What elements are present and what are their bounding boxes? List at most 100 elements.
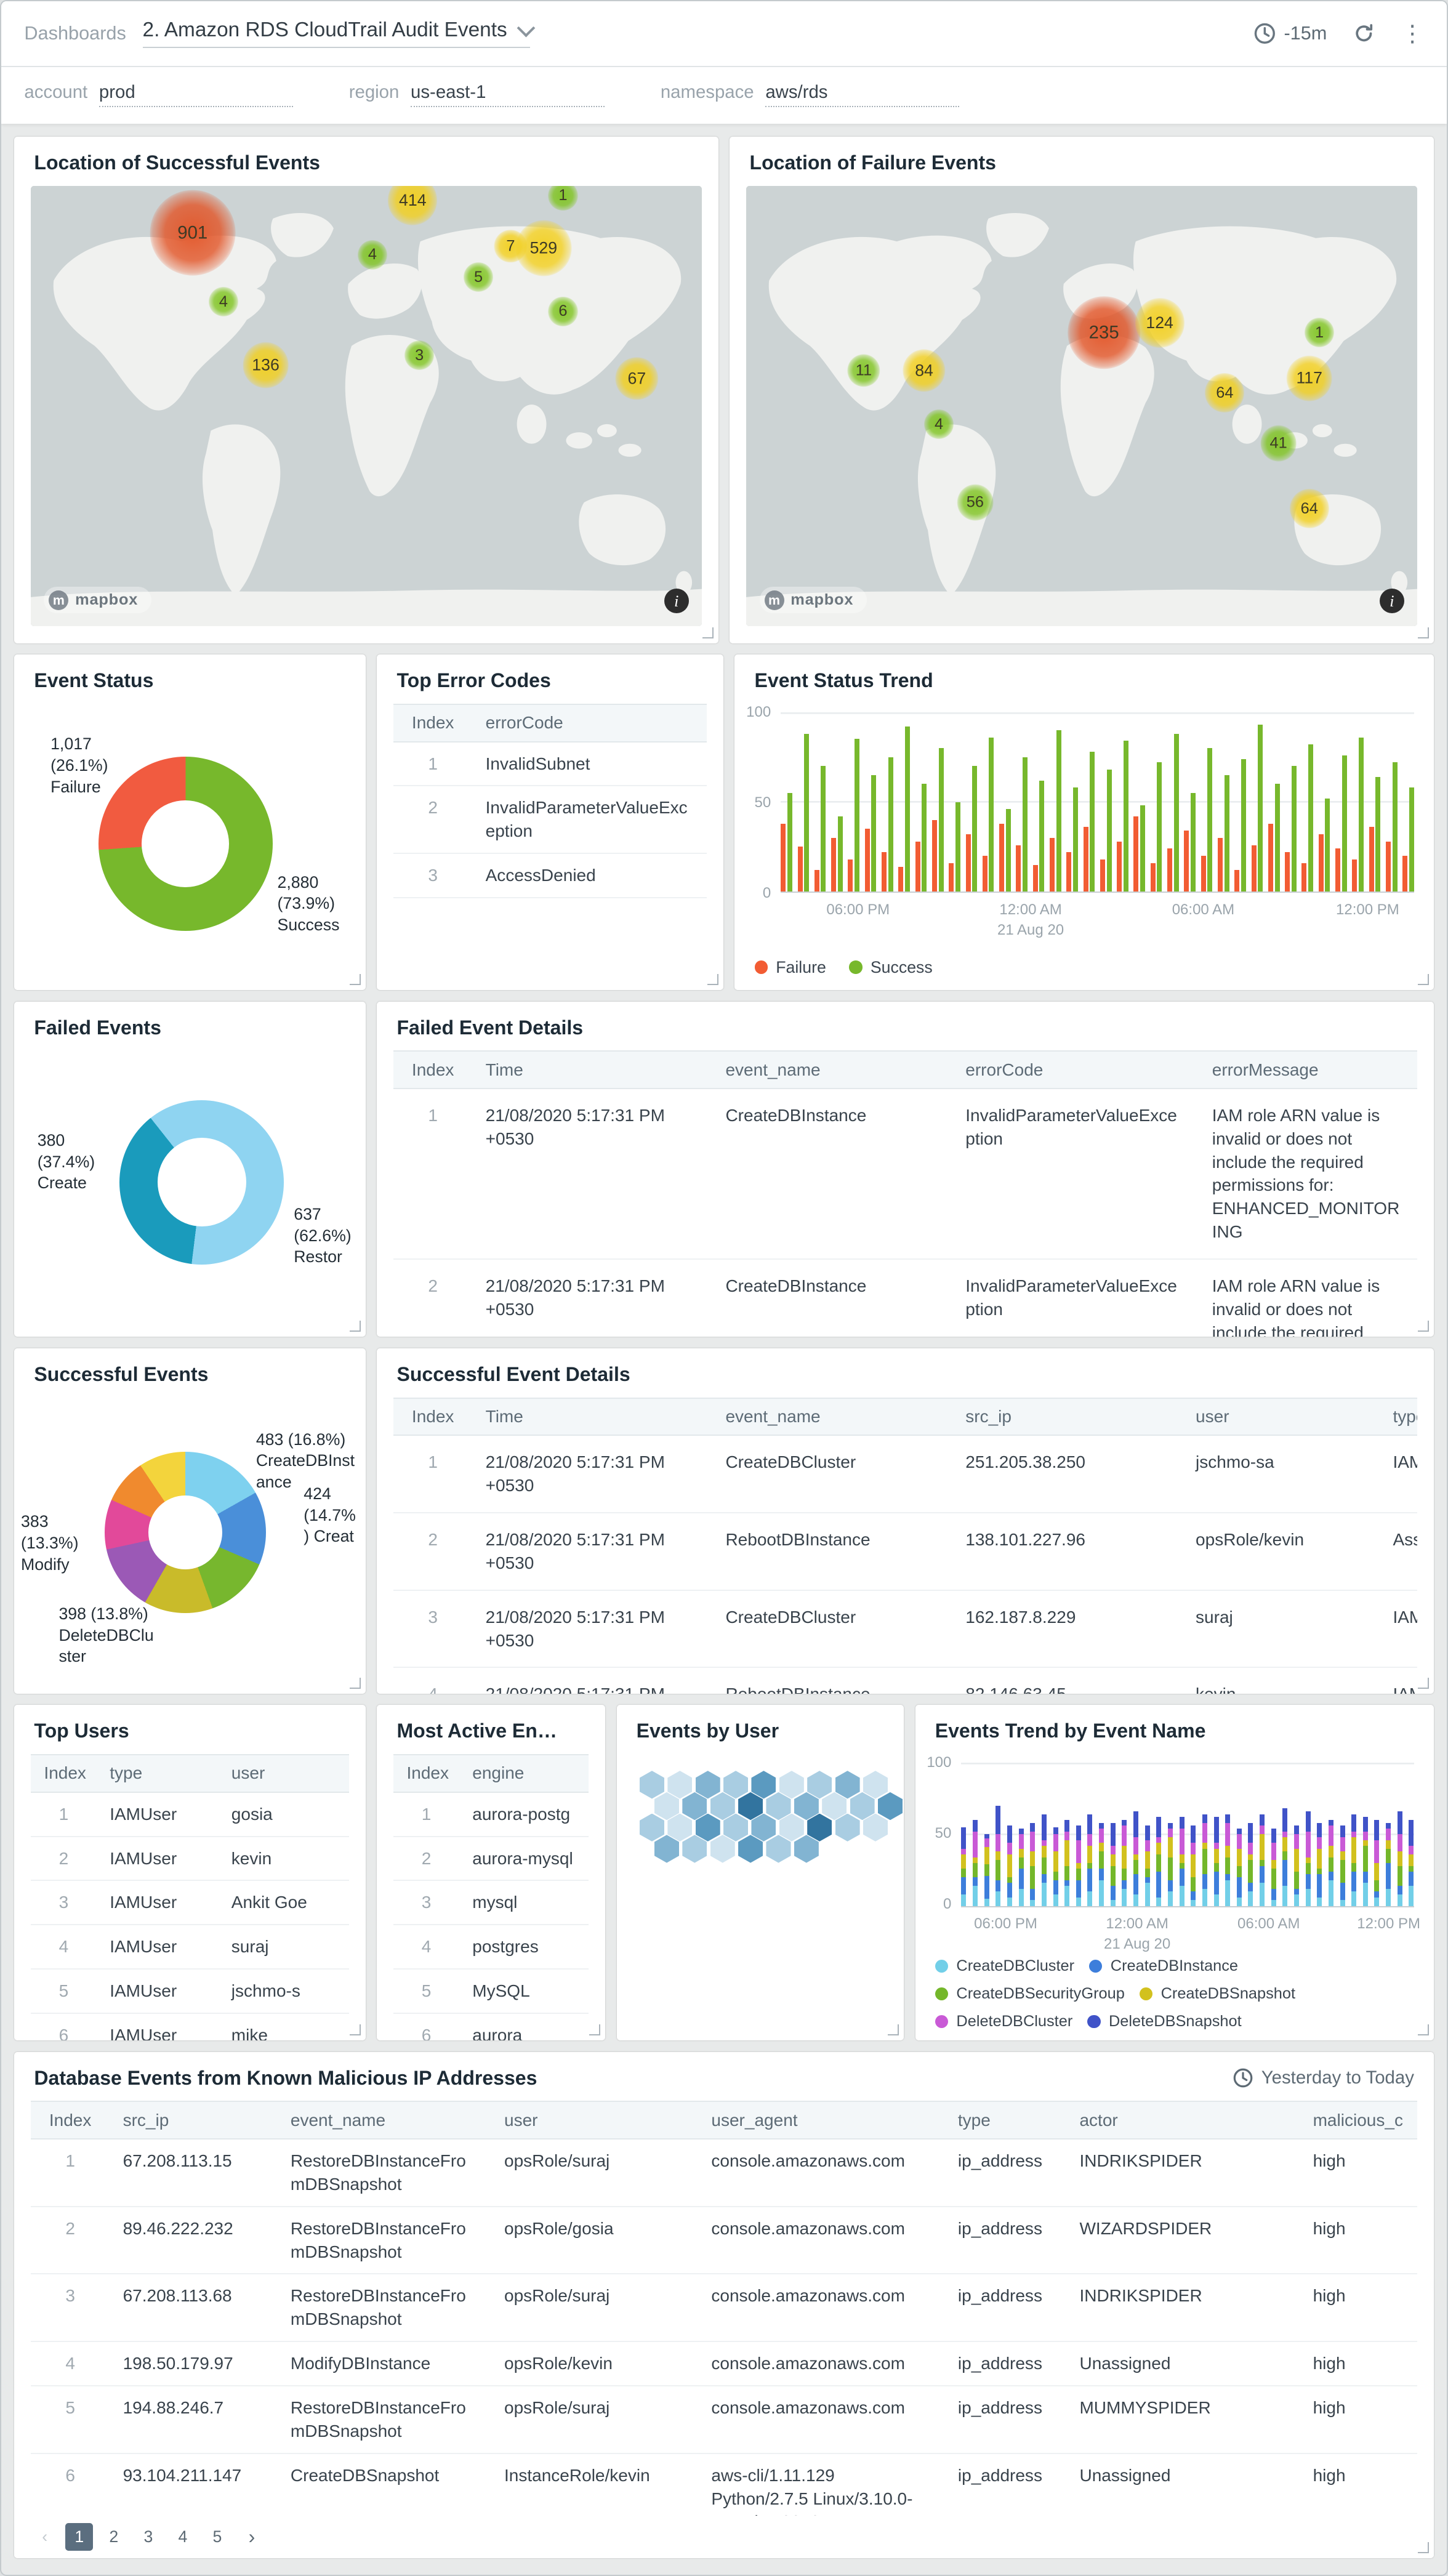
hexagon-cell[interactable] [654, 1835, 679, 1863]
bar-pair[interactable] [1301, 712, 1314, 892]
stacked-bar[interactable] [1386, 1763, 1391, 1906]
bar-pair[interactable] [931, 712, 944, 892]
stacked-bar[interactable] [996, 1763, 1001, 1906]
stacked-bar[interactable] [1041, 1763, 1047, 1906]
bar-pair[interactable] [1251, 712, 1263, 892]
stacked-bar[interactable] [1282, 1763, 1288, 1906]
stacked-bar[interactable] [1248, 1763, 1253, 1906]
legend-item[interactable]: Success [849, 958, 933, 977]
pagination-page[interactable]: 3 [143, 2527, 153, 2546]
table-row[interactable]: 2 21/08/2020 5:17:31 PM +0530 RebootDBInst… [393, 1513, 1418, 1591]
bar-pair[interactable] [848, 712, 860, 892]
table-row[interactable]: 1 aurora-postg [393, 1792, 589, 1837]
failed-events-donut[interactable] [119, 1100, 284, 1265]
bar-pair[interactable] [1369, 712, 1381, 892]
pagination-next[interactable]: › [248, 2525, 255, 2548]
bar-pair[interactable] [864, 712, 877, 892]
table-row[interactable]: 5 194.88.246.7 RestoreDBInstanceFromDBSnap… [31, 2385, 1418, 2454]
legend-item[interactable]: Failure [754, 958, 826, 977]
map-bubble[interactable]: 56 [957, 484, 994, 521]
legend-item[interactable]: CreateDBCluster [935, 1957, 1074, 1975]
bar-pair[interactable] [1217, 712, 1229, 892]
stacked-bar[interactable] [1351, 1763, 1357, 1906]
map-bubble[interactable]: 4 [357, 239, 387, 270]
map-failure-events[interactable]: 235 124 1 11 84 64 117 4 41 56 64 m mapbox i [746, 185, 1418, 627]
table-row[interactable]: 3 IAMUser Ankit Goe [31, 1880, 350, 1926]
table-row[interactable]: 6 aurora [393, 2013, 589, 2040]
hexagon-cell[interactable] [766, 1835, 791, 1863]
bar-pair[interactable] [781, 712, 792, 892]
bar-pair[interactable] [797, 712, 810, 892]
hexagon-cell[interactable] [738, 1835, 763, 1863]
legend-item[interactable]: DeleteDBCluster [935, 2013, 1072, 2031]
stacked-bar[interactable] [1156, 1763, 1162, 1906]
bar-pair[interactable] [965, 712, 978, 892]
table-row[interactable]: 2 InvalidParameterValueException [393, 786, 707, 855]
bar-pair[interactable] [1016, 712, 1028, 892]
filter-account[interactable]: account prod [24, 82, 293, 108]
stacked-bar[interactable] [1087, 1763, 1093, 1906]
dashboard-title[interactable]: 2. Amazon RDS CloudTrail Audit Events [142, 18, 536, 49]
kebab-menu-icon[interactable]: ⋮ [1401, 20, 1424, 47]
table-row[interactable]: 5 IAMUser jschmo-s [31, 1969, 350, 2014]
bar-pair[interactable] [1234, 712, 1246, 892]
stacked-bar[interactable] [1305, 1763, 1311, 1906]
bar-pair[interactable] [882, 712, 893, 892]
event-status-donut[interactable] [98, 756, 273, 931]
table-row[interactable]: 3 21/08/2020 5:17:31 PM +0530 CreateDBClus… [393, 1590, 1418, 1668]
map-bubble[interactable]: 5 [464, 262, 494, 292]
bar-pair[interactable] [1285, 712, 1297, 892]
stacked-bar[interactable] [1271, 1763, 1276, 1906]
stacked-bar[interactable] [1202, 1763, 1207, 1906]
map-bubble[interactable]: 3 [404, 340, 435, 371]
bar-pair[interactable] [1385, 712, 1398, 892]
stacked-bar[interactable] [1409, 1763, 1414, 1906]
bar-pair[interactable] [831, 712, 843, 892]
table-row[interactable]: 5 MySQL [393, 1969, 589, 2014]
legend-item[interactable]: CreateDBSecurityGroup [935, 1985, 1125, 2003]
time-range-selector[interactable]: -15m [1254, 22, 1327, 44]
info-icon[interactable]: i [1379, 589, 1404, 614]
stacked-bar[interactable] [1225, 1763, 1231, 1906]
bar-pair[interactable] [1066, 712, 1078, 892]
table-row[interactable]: 2 21/08/2020 5:17:31 PM +0530 CreateDBInst… [393, 1258, 1418, 1337]
bar-pair[interactable] [1402, 712, 1414, 892]
stacked-bar[interactable] [1191, 1763, 1196, 1906]
table-row[interactable]: 1 67.208.113.15 RestoreDBInstanceFromDBSna… [31, 2139, 1418, 2207]
table-row[interactable]: 1 21/08/2020 5:17:31 PM +0530 CreateDBClus… [393, 1435, 1418, 1514]
bar-pair[interactable] [1150, 712, 1162, 892]
stacked-bar[interactable] [1076, 1763, 1081, 1906]
stacked-bar[interactable] [1260, 1763, 1265, 1906]
panel-time-range[interactable]: Yesterday to Today [1233, 2067, 1414, 2088]
bar-pair[interactable] [949, 712, 960, 892]
map-bubble[interactable]: 529 [515, 220, 572, 276]
table-row[interactable]: 4 198.50.179.97 ModifyDBInstance opsRole/ke… [31, 2341, 1418, 2386]
table-row[interactable]: 421/08/2020 5:17:31 PM +0530RebootDBInst… [393, 1667, 1418, 1694]
bar-pair[interactable] [1184, 712, 1196, 892]
map-bubble[interactable]: 64 [1205, 373, 1245, 413]
map-bubble[interactable]: 124 [1135, 298, 1185, 348]
stacked-bar[interactable] [1340, 1763, 1345, 1906]
stacked-bar[interactable] [1110, 1763, 1116, 1906]
bar-pair[interactable] [1117, 712, 1128, 892]
stacked-bar[interactable] [1007, 1763, 1012, 1906]
table-row[interactable]: 2 aurora-mysql [393, 1836, 589, 1882]
filter-region[interactable]: region us-east-1 [349, 82, 605, 108]
stacked-bar[interactable] [1064, 1763, 1070, 1906]
map-bubble[interactable]: 901 [150, 190, 236, 276]
table-row[interactable]: 2 89.46.222.232 RestoreDBInstanceFromDBSna… [31, 2206, 1418, 2275]
stacked-bar[interactable] [1236, 1763, 1242, 1906]
map-bubble[interactable]: 6 [548, 296, 578, 326]
bar-pair[interactable] [1268, 712, 1280, 892]
stacked-bar[interactable] [973, 1763, 978, 1906]
bar-pair[interactable] [1083, 712, 1095, 892]
hexagon-cell[interactable] [682, 1835, 707, 1863]
map-bubble[interactable]: 84 [903, 348, 946, 392]
bar-pair[interactable] [915, 712, 927, 892]
breadcrumb[interactable]: Dashboards [24, 22, 126, 44]
pagination-page[interactable]: 1 [65, 2522, 94, 2551]
map-bubble[interactable]: 67 [615, 356, 659, 400]
map-bubble[interactable]: 414 [388, 185, 438, 225]
stacked-bar[interactable] [1362, 1763, 1368, 1906]
map-bubble[interactable]: 11 [847, 353, 880, 387]
